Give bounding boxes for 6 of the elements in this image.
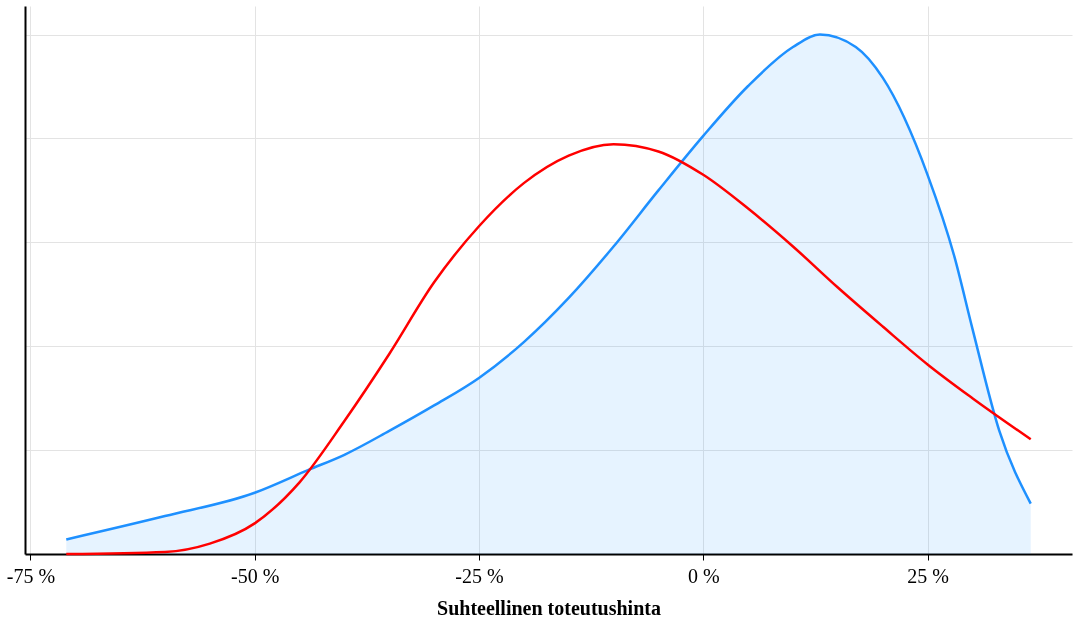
x-tick-label: 25 %: [907, 564, 949, 587]
x-tick-label: -50 %: [231, 564, 280, 587]
x-tick-label: -75 %: [6, 564, 56, 587]
x-tick-label: 0 %: [687, 564, 720, 587]
x-tick-label: -25 %: [455, 564, 504, 587]
x-axis-title: Suhteellinen toteutushinta: [437, 596, 661, 619]
